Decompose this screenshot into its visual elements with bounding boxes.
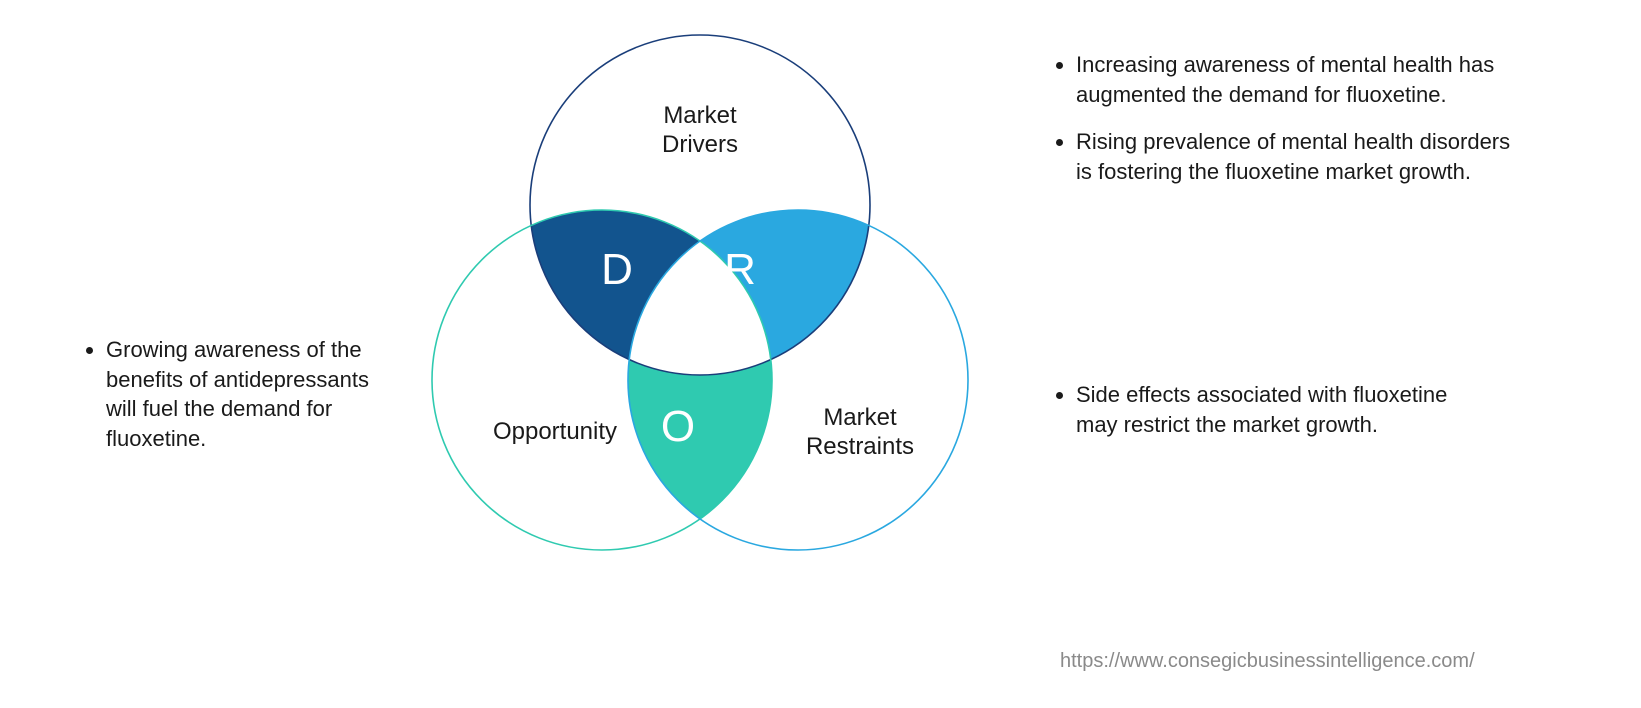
venn-label-restraints-l2: Restraints [806, 433, 914, 460]
drivers-bullet-1: Increasing awareness of mental health ha… [1076, 50, 1520, 109]
venn-label-restraints: Market Restraints [790, 404, 930, 462]
venn-label-drivers-l2: Drivers [662, 131, 738, 158]
venn-label-opportunity-text: Opportunity [493, 418, 617, 445]
opportunity-bullet-1: Growing awareness of the benefits of ant… [106, 335, 380, 454]
venn-label-drivers-l1: Market [663, 102, 736, 129]
drivers-bullet-2: Rising prevalence of mental health disor… [1076, 127, 1520, 186]
venn-label-opportunity: Opportunity [470, 418, 640, 447]
drivers-bullets: Increasing awareness of mental health ha… [1050, 50, 1520, 205]
venn-label-drivers: Market Drivers [640, 102, 760, 160]
infographic-canvas: Market Drivers Opportunity Market Restra… [0, 0, 1641, 708]
source-url: https://www.consegicbusinessintelligence… [1060, 650, 1475, 673]
restraints-bullet-1: Side effects associated with fluoxetine … [1076, 380, 1480, 439]
venn-letter-o: O [653, 402, 703, 452]
venn-letter-d: D [592, 245, 642, 295]
restraints-bullets: Side effects associated with fluoxetine … [1050, 380, 1480, 457]
venn-diagram: Market Drivers Opportunity Market Restra… [380, 20, 1020, 640]
venn-letter-r: R [715, 245, 765, 295]
venn-label-restraints-l1: Market [823, 404, 896, 431]
opportunity-bullets: Growing awareness of the benefits of ant… [80, 335, 380, 472]
